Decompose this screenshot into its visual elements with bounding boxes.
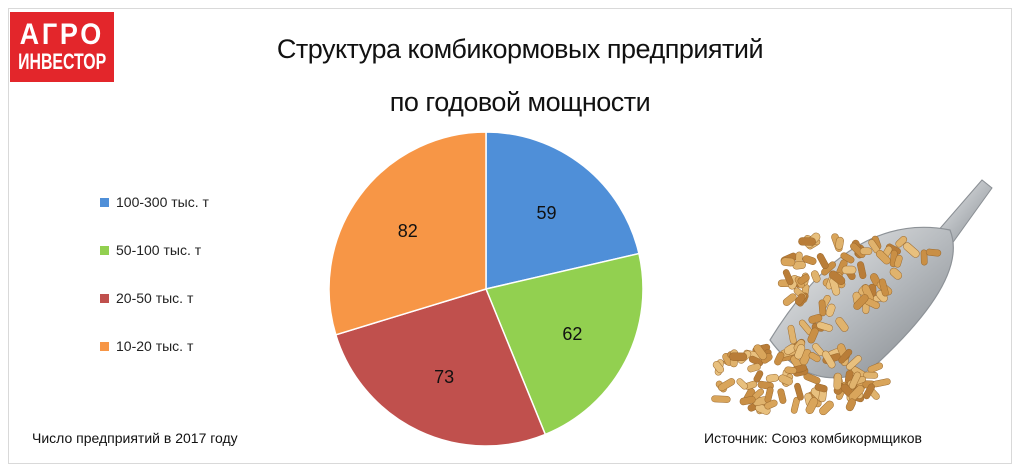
feed-pellet (872, 378, 891, 388)
feed-pellet (838, 348, 853, 364)
feed-pellet (711, 395, 731, 403)
feed-pellet (807, 327, 819, 344)
feed-pellet (794, 344, 806, 360)
feed-pellet (835, 236, 844, 250)
feed-pellet (764, 399, 778, 410)
feed-pellet (718, 378, 736, 392)
feed-pellet (894, 254, 903, 268)
legend-label: 20-50 тыс. т (116, 290, 194, 306)
pie-slice-2 (334, 288, 547, 447)
legend-item-100-300: 100-300 тыс. т (100, 194, 209, 210)
feed-pellet (819, 400, 834, 416)
agroinvestor-logo: АГРО ИНВЕСТОР (10, 12, 114, 82)
feed-pellet (795, 293, 806, 306)
feed-pellet (845, 398, 856, 412)
feed-pellet (805, 397, 819, 415)
feed-pellet (816, 321, 833, 332)
feed-pellet (798, 237, 816, 246)
feed-pellet (835, 317, 849, 332)
feed-pellet (875, 249, 891, 265)
feed-pellet (753, 344, 768, 360)
pie-slice-0 (485, 131, 640, 290)
legend-item-10-20: 10-20 тыс. т (100, 338, 193, 354)
feed-pellet (818, 299, 827, 317)
feed-pellet (825, 303, 836, 317)
feed-pellet (920, 249, 928, 266)
feed-pellet (780, 257, 796, 267)
feed-pellet (925, 248, 942, 257)
feed-pellet (808, 351, 821, 363)
chart-frame (8, 8, 1012, 464)
feed-pellet (903, 242, 920, 258)
pie-data-label-3: 82 (398, 221, 418, 241)
feed-pellet (828, 270, 846, 285)
feed-pellet (821, 350, 836, 369)
feed-pellet (833, 372, 842, 391)
feed-pellet (867, 362, 884, 374)
feed-pellet (841, 265, 857, 275)
feed-pellet (782, 293, 797, 306)
feed-pellet (840, 252, 855, 264)
feed-pellet (712, 360, 725, 374)
legend-swatch (100, 197, 109, 207)
feed-pellet (816, 253, 829, 270)
feed-pellet (797, 274, 810, 285)
pie-slice-3 (328, 131, 487, 336)
legend-swatch (100, 341, 109, 351)
feed-pellet (814, 383, 828, 393)
pie-slice-1 (484, 252, 644, 436)
feed-pellet (794, 382, 804, 401)
feed-pellet (778, 374, 793, 386)
feed-pellet (782, 269, 794, 286)
feed-pellet (747, 363, 761, 373)
pie-data-label-2: 73 (434, 367, 454, 387)
feed-pellet (736, 378, 748, 390)
pie-data-label-1: 62 (562, 324, 582, 344)
chart-footnote: Число предприятий в 2017 году (32, 430, 238, 446)
source-note: Источник: Союз комбикормщиков (704, 430, 922, 446)
feed-pellet (848, 371, 861, 390)
feed-pellet (853, 294, 869, 310)
feed-pellet (863, 383, 875, 400)
logo-line1: АГРО (19, 18, 105, 51)
feed-pellet (878, 278, 889, 297)
legend-label: 50-100 тыс. т (116, 242, 202, 258)
feed-pellet (765, 373, 779, 383)
legend-label: 10-20 тыс. т (116, 338, 194, 354)
feed-pellet (729, 352, 748, 361)
pie-data-label-0: 59 (537, 203, 557, 223)
legend-swatch (100, 293, 109, 303)
feed-pellet (774, 351, 785, 366)
feed-pellet (787, 324, 797, 345)
feed-pellet (802, 255, 817, 265)
feed-pellet (784, 366, 797, 374)
feed-pellet (889, 267, 903, 280)
legend-item-20-50: 20-50 тыс. т (100, 290, 193, 306)
legend-label: 100-300 тыс. т (116, 194, 209, 210)
feed-pellet (810, 270, 821, 283)
feed-pellet (863, 371, 879, 379)
feed-pellet (739, 396, 756, 406)
legend-swatch (100, 245, 109, 255)
legend-item-50-100: 50-100 тыс. т (100, 242, 201, 258)
feed-pellet (857, 261, 867, 280)
feed-pellet (859, 247, 873, 255)
feed-pellet (846, 355, 862, 371)
feed-scoop-illustration (711, 179, 993, 416)
feed-pellet (808, 314, 823, 324)
logo-line2: ИНВЕСТОР (17, 49, 107, 74)
chart-title-line1: Структура комбикормовых предприятий (276, 34, 764, 64)
chart-title-line2: по годовой мощности (389, 87, 651, 117)
feed-pellet (895, 236, 908, 248)
feed-pellet (777, 388, 787, 404)
feed-pellet (803, 372, 821, 385)
